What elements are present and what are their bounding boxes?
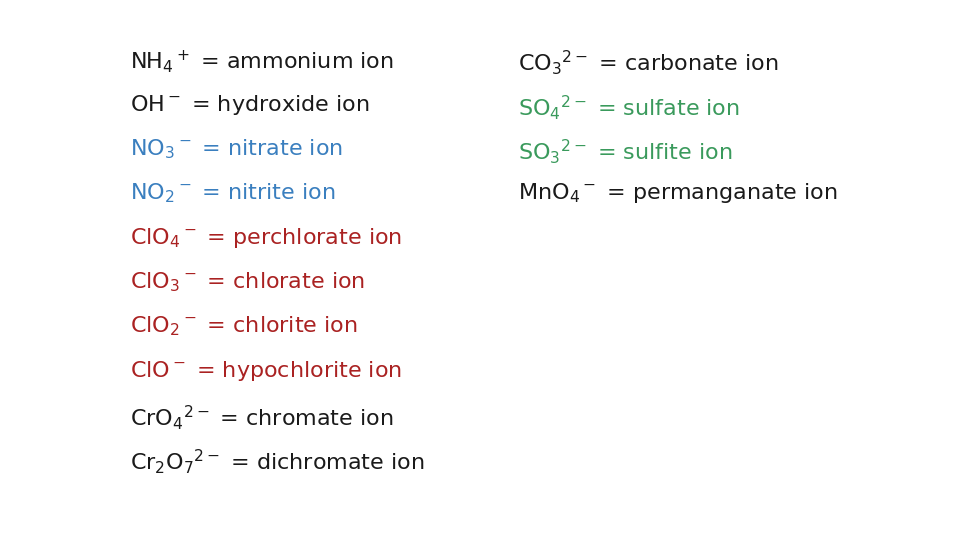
Text: CO$_3$$^{2-}$ = carbonate ion: CO$_3$$^{2-}$ = carbonate ion: [518, 49, 779, 77]
Text: ClO$_2$$^-$ = chlorite ion: ClO$_2$$^-$ = chlorite ion: [130, 314, 357, 338]
Text: SO$_3$$^{2-}$ = sulfite ion: SO$_3$$^{2-}$ = sulfite ion: [518, 137, 732, 166]
Text: ClO$_4$$^-$ = perchlorate ion: ClO$_4$$^-$ = perchlorate ion: [130, 226, 401, 249]
Text: SO$_4$$^{2-}$ = sulfate ion: SO$_4$$^{2-}$ = sulfate ion: [518, 93, 740, 122]
Text: NO$_2$$^-$ = nitrite ion: NO$_2$$^-$ = nitrite ion: [130, 181, 335, 205]
Text: MnO$_4$$^-$ = permanganate ion: MnO$_4$$^-$ = permanganate ion: [518, 181, 838, 205]
Text: NO$_3$$^-$ = nitrate ion: NO$_3$$^-$ = nitrate ion: [130, 137, 343, 161]
Text: ClO$^-$ = hypochlorite ion: ClO$^-$ = hypochlorite ion: [130, 359, 401, 382]
Text: CrO$_4$$^{2-}$ = chromate ion: CrO$_4$$^{2-}$ = chromate ion: [130, 403, 393, 431]
Text: ClO$_3$$^-$ = chlorate ion: ClO$_3$$^-$ = chlorate ion: [130, 270, 365, 294]
Text: Cr$_2$O$_7$$^{2-}$ = dichromate ion: Cr$_2$O$_7$$^{2-}$ = dichromate ion: [130, 447, 424, 476]
Text: OH$^-$ = hydroxide ion: OH$^-$ = hydroxide ion: [130, 93, 369, 117]
Text: NH$_4$$^+$ = ammonium ion: NH$_4$$^+$ = ammonium ion: [130, 49, 394, 76]
